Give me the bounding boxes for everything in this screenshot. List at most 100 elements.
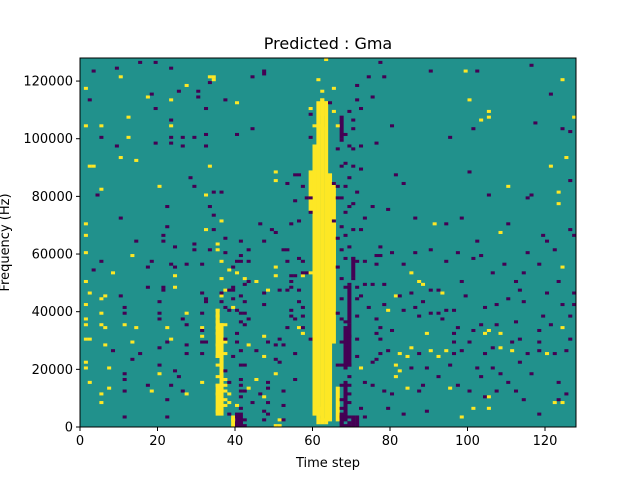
heatmap-cell (200, 291, 205, 295)
heatmap-cell (521, 398, 526, 402)
heatmap-cell (343, 412, 348, 416)
heatmap-cell (483, 331, 488, 335)
heatmap-cell (436, 311, 441, 315)
heatmap-cell (169, 383, 174, 387)
heatmap-cell (246, 248, 251, 252)
heatmap-cell (235, 271, 240, 275)
heatmap-cell (281, 389, 286, 393)
heatmap-cell (107, 386, 112, 390)
heatmap-cell (331, 86, 336, 90)
heatmap-cell (564, 392, 569, 396)
heatmap-cell (83, 222, 88, 226)
heatmap-cell (378, 337, 383, 341)
heatmap-cell (223, 377, 228, 382)
heatmap-cell (335, 124, 340, 128)
heatmap-cell (231, 354, 236, 358)
heatmap-cell (254, 349, 259, 353)
heatmap-cell (428, 248, 433, 252)
heatmap-cell (219, 360, 224, 364)
heatmap-cell (300, 305, 305, 309)
heatmap-cell (448, 363, 453, 367)
heatmap-cell (83, 279, 88, 284)
heatmap-cell (444, 222, 449, 226)
heatmap-cell (235, 331, 240, 335)
heatmap-cell (308, 271, 313, 275)
heatmap-cell (281, 403, 286, 407)
heatmap-cell (490, 366, 495, 370)
heatmap-cell (459, 415, 464, 419)
heatmap-cell (238, 389, 243, 393)
heatmap-cell (227, 401, 232, 405)
heatmap-cell (134, 158, 139, 162)
heatmap-cell (525, 196, 530, 200)
heatmap-cell (467, 170, 472, 174)
heatmap-cell (95, 193, 100, 197)
heatmap-cell (266, 340, 271, 344)
heatmap-cell (273, 343, 278, 347)
heatmap-cell (204, 228, 209, 232)
heatmap-cell (545, 352, 550, 356)
heatmap-cell (204, 144, 209, 148)
heatmap-cell (494, 303, 499, 307)
heatmap-band (312, 144, 317, 416)
heatmap-cell (293, 317, 298, 321)
heatmap-cell (289, 222, 294, 226)
heatmap-cell (176, 89, 181, 93)
heatmap-cell (126, 115, 131, 119)
heatmap-cell (552, 401, 557, 405)
x-tick-label: 40 (227, 434, 244, 449)
heatmap-cell (521, 300, 526, 304)
heatmap-cell (122, 415, 127, 419)
heatmap-cell (169, 124, 174, 128)
heatmap-cell (351, 256, 356, 260)
heatmap-cell (339, 225, 344, 229)
heatmap-cell (355, 314, 360, 318)
heatmap-band (343, 380, 348, 422)
heatmap-cell (440, 317, 445, 321)
heatmap-cell (452, 340, 457, 344)
heatmap-cell (355, 337, 360, 341)
heatmap-cell (165, 205, 170, 209)
heatmap-cell (219, 294, 224, 298)
heatmap-cell (343, 256, 348, 260)
heatmap-cell (351, 277, 356, 281)
heatmap-cell (351, 228, 356, 232)
heatmap-cell (316, 124, 321, 128)
heatmap-cell (223, 383, 228, 387)
heatmap-band (320, 98, 325, 422)
heatmap-cell (153, 107, 158, 111)
heatmap-cell (118, 216, 123, 220)
heatmap-cell (397, 294, 402, 298)
heatmap-cell (537, 328, 542, 333)
heatmap-cell (409, 271, 414, 275)
heatmap-cell (560, 127, 565, 131)
heatmap-cell (386, 308, 391, 312)
heatmap-cell (409, 366, 414, 370)
heatmap-cell (277, 424, 282, 428)
heatmap-band (355, 415, 360, 428)
heatmap-cell (331, 181, 336, 185)
heatmap-cell (490, 271, 495, 275)
heatmap-cell (262, 354, 267, 358)
heatmap-cell (359, 366, 364, 370)
heatmap-cell (494, 389, 499, 393)
heatmap-cell (444, 308, 449, 312)
heatmap-cell (459, 216, 464, 220)
heatmap-cell (556, 398, 561, 402)
heatmap-cell (157, 317, 162, 321)
heatmap-cell (99, 323, 104, 327)
heatmap-cell (347, 421, 352, 425)
heatmap-cell (273, 179, 278, 183)
heatmap-cell (475, 366, 480, 370)
heatmap-cell (560, 326, 565, 330)
heatmap-cell (277, 418, 282, 422)
heatmap-cell (219, 340, 224, 344)
heatmap-cell (529, 372, 534, 376)
heatmap-cell (362, 216, 367, 220)
heatmap-band (347, 323, 352, 367)
heatmap-cell (452, 308, 457, 312)
heatmap-cell (300, 274, 305, 278)
heatmap-cell (506, 380, 511, 384)
heatmap-cell (362, 259, 367, 263)
heatmap-cell (382, 282, 387, 286)
